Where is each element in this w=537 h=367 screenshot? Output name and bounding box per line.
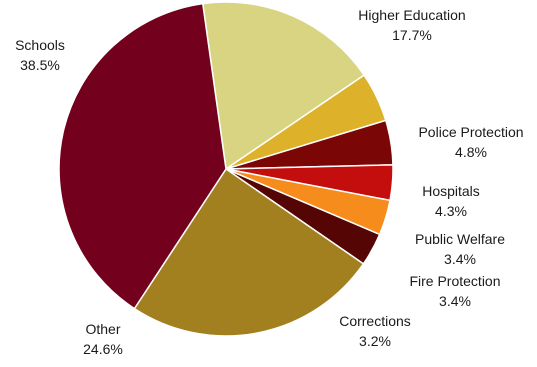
slice-label-name: Hospitals bbox=[422, 183, 480, 199]
slice-label-other: Other 24.6% bbox=[83, 321, 123, 357]
pie-slices bbox=[58, 1, 394, 337]
slice-label-name: Other bbox=[85, 321, 120, 337]
slice-label-value: 17.7% bbox=[392, 27, 432, 43]
pie-slice-higher-education bbox=[202, 1, 365, 170]
slice-label-name: Police Protection bbox=[418, 124, 523, 140]
slice-label-fire-protection: Fire Protection 3.4% bbox=[409, 273, 500, 309]
slice-label-value: 3.2% bbox=[359, 333, 391, 349]
pie-slice-other bbox=[133, 168, 365, 337]
slice-label-higher-education: Higher Education 17.7% bbox=[358, 7, 465, 43]
slice-label-schools: Schools 38.5% bbox=[15, 37, 65, 73]
slice-label-hospitals: Hospitals 4.3% bbox=[422, 183, 480, 219]
slice-label-name: Fire Protection bbox=[409, 273, 500, 289]
slice-label-value: 24.6% bbox=[83, 341, 123, 357]
pie-labels: Higher Education 17.7% Police Protection 4.… bbox=[15, 7, 523, 357]
slice-label-corrections: Corrections 3.2% bbox=[339, 313, 411, 349]
slice-label-value: 3.4% bbox=[444, 251, 476, 267]
slice-label-value: 38.5% bbox=[20, 57, 60, 73]
slice-label-value: 4.8% bbox=[455, 144, 487, 160]
pie-slice-schools bbox=[58, 2, 227, 310]
slice-label-value: 3.4% bbox=[439, 293, 471, 309]
slice-label-value: 4.3% bbox=[435, 203, 467, 219]
slice-label-public-welfare: Public Welfare 3.4% bbox=[415, 231, 505, 267]
slice-label-name: Corrections bbox=[339, 313, 411, 329]
slice-label-police-protection: Police Protection 4.8% bbox=[418, 124, 523, 160]
slice-label-name: Higher Education bbox=[358, 7, 465, 23]
slice-label-name: Schools bbox=[15, 37, 65, 53]
slice-label-name: Public Welfare bbox=[415, 231, 505, 247]
